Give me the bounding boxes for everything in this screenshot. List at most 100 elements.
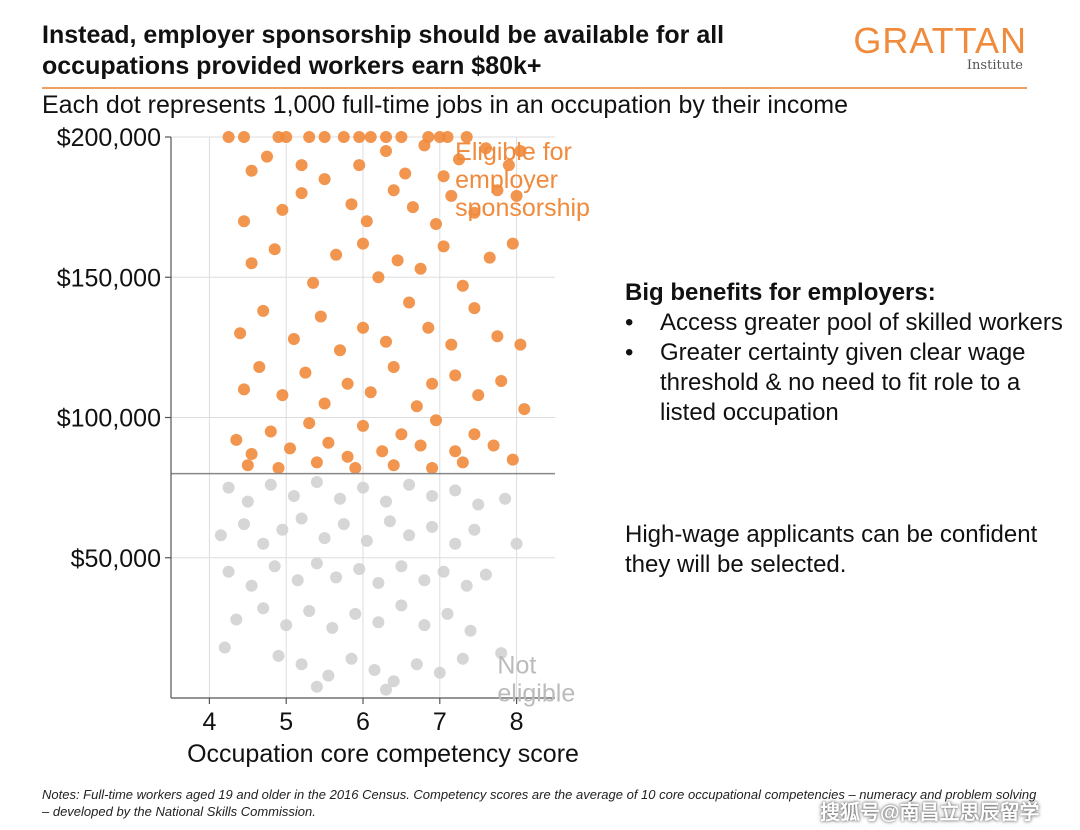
eligible-point [510, 189, 523, 202]
eligible-point [334, 344, 346, 357]
not-eligible-point [322, 669, 335, 682]
eligible-point [456, 456, 469, 469]
not-eligible-point [330, 571, 343, 584]
y-tick-label: $100,000 [57, 405, 161, 433]
eligible-point [479, 142, 492, 155]
chart-subtitle: Each dot represents 1,000 full-time jobs… [42, 91, 849, 119]
not-eligible-point [449, 537, 462, 550]
eligible-point [303, 417, 316, 430]
benefit-item: • Access greater pool of skilled workers [625, 308, 1065, 338]
eligible-point [387, 184, 400, 197]
eligible-point [460, 131, 473, 143]
y-tick-label: $200,000 [57, 124, 161, 152]
not-eligible-point [472, 498, 485, 511]
axis-layer: $50,000 $100,000 $150,000 $200,000 4 5 6 7 8 Occu… [57, 124, 579, 768]
eligible-point [468, 428, 481, 441]
not-eligible-point [318, 532, 331, 545]
not-eligible-point [337, 518, 350, 531]
eligible-point [372, 271, 385, 284]
not-eligible-point [360, 534, 373, 547]
not-eligible-point [310, 680, 323, 693]
eligible-point [268, 243, 281, 256]
eligible-point [257, 304, 270, 317]
not-eligible-point [291, 574, 304, 587]
not-eligible-point [276, 523, 289, 536]
eligible-point [299, 366, 312, 379]
not-eligible-point [510, 537, 523, 550]
eligible-point [222, 131, 235, 143]
eligible-point [491, 184, 504, 197]
eligible-point [303, 131, 316, 143]
eligible-point [506, 237, 519, 250]
eligible-point [353, 159, 366, 172]
eligible-point [430, 218, 442, 230]
not-eligible-point [222, 565, 235, 578]
not-eligible-point [264, 478, 277, 491]
eligible-point [483, 251, 496, 264]
benefit-text: Access greater pool of skilled workers [660, 309, 1063, 336]
eligible-point [261, 150, 273, 163]
eligible-point [310, 456, 323, 469]
eligible-point [441, 131, 454, 143]
not-eligible-point [441, 607, 454, 620]
eligible-point [506, 453, 519, 466]
not-eligible-point [310, 557, 323, 570]
eligible-point [449, 445, 462, 458]
eligible-point [264, 425, 277, 438]
title-line-2: occupations provided workers earn $80k+ [42, 52, 542, 80]
eligible-point [487, 439, 500, 452]
not-eligible-point [499, 492, 512, 505]
eligible-point [387, 361, 400, 373]
not-eligible-point [380, 683, 392, 696]
not-eligible-point [214, 529, 227, 542]
eligible-series-label: sponsorship [455, 194, 590, 222]
watermark: 搜狐号@南昌立思辰留学 [820, 802, 1040, 824]
eligible-point [514, 338, 527, 351]
chart-notes: Notes: Full-time workers aged 19 and old… [42, 787, 1037, 819]
eligible-point [406, 201, 419, 214]
benefits-heading: Big benefits for employers: [625, 279, 936, 306]
eligible-point [318, 173, 331, 186]
eligible-point [395, 131, 408, 143]
eligible-point [360, 215, 373, 228]
eligible-point [245, 257, 258, 270]
not-eligible-point [257, 537, 270, 550]
not-eligible-point [403, 478, 416, 491]
benefits-panel: Big benefits for employers: • Access gre… [625, 278, 1065, 428]
eligible-point [403, 296, 416, 309]
not-eligible-point [272, 649, 285, 662]
not-eligible-point [395, 599, 408, 612]
eligible-point [357, 419, 369, 432]
eligible-series-label: Eligible for [455, 138, 572, 166]
not-eligible-point [464, 624, 477, 637]
eligible-point [287, 333, 300, 345]
not-eligible-point [380, 495, 392, 508]
not-eligible-point [245, 579, 258, 592]
eligible-point [345, 198, 358, 211]
eligible-point [414, 262, 427, 275]
eligible-point [395, 428, 408, 441]
eligible-point [349, 462, 362, 474]
not-eligible-point [287, 490, 300, 502]
x-tick-label: 4 [202, 708, 216, 736]
eligible-point [245, 164, 258, 177]
eligible-point [314, 310, 327, 323]
not-eligible-point [230, 613, 243, 626]
eligible-point [357, 321, 369, 334]
not-eligible-point [238, 518, 250, 531]
eligible-point [380, 131, 392, 143]
benefits-list: • Access greater pool of skilled workers… [625, 308, 1065, 428]
eligible-point [234, 327, 247, 340]
eligible-point [276, 203, 289, 216]
not-eligible-point [295, 658, 308, 671]
not-eligible-point [280, 619, 293, 632]
benefit-text: Greater certainty given clear wage thres… [660, 339, 1026, 426]
eligible-point [418, 139, 431, 152]
eligible-point [364, 386, 377, 399]
eligible-point [353, 131, 366, 143]
eligible-point [341, 377, 354, 390]
not-eligible-point [479, 568, 492, 581]
eligible-point [238, 215, 250, 228]
